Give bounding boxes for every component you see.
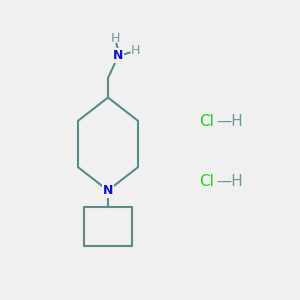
Text: —H: —H [216,174,243,189]
Text: N: N [113,49,124,62]
Text: N: N [103,184,113,197]
Text: H: H [111,32,120,46]
Text: Cl: Cl [200,174,214,189]
Text: H: H [130,44,140,58]
Text: Cl: Cl [200,114,214,129]
Text: —H: —H [216,114,243,129]
